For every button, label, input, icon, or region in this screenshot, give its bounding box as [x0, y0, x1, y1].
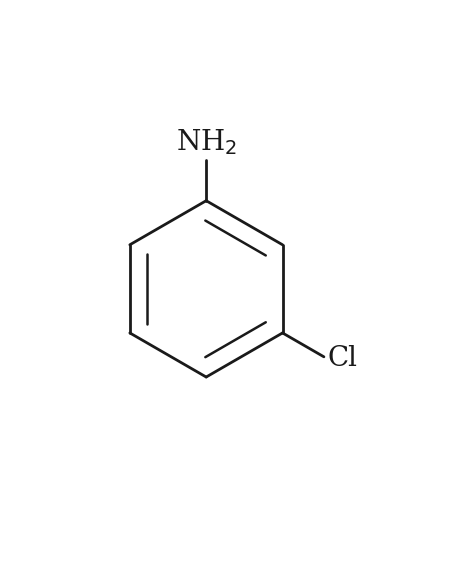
Text: NH$_2$: NH$_2$	[176, 127, 237, 157]
Text: Cl: Cl	[328, 345, 357, 372]
